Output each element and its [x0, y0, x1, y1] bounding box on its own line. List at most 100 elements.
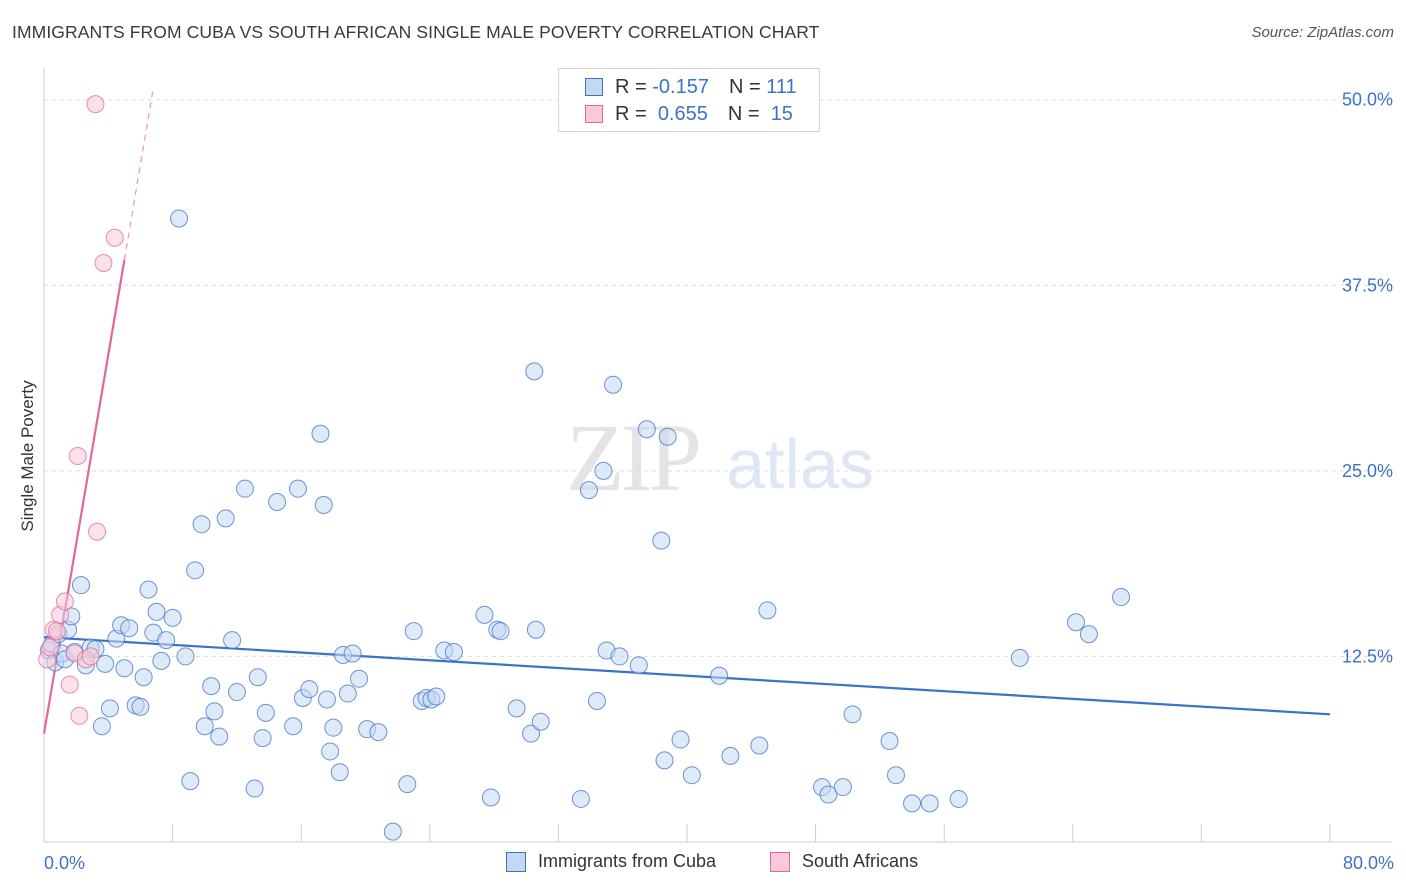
n-value: 15: [770, 102, 793, 125]
data-point-cuba: [330, 763, 349, 782]
data-point-cuba: [658, 427, 677, 446]
data-point-cuba: [594, 461, 613, 480]
data-point-cuba: [245, 779, 264, 798]
data-point-cuba: [311, 424, 330, 443]
data-point-cuba: [100, 699, 119, 718]
data-point-cuba: [202, 677, 221, 696]
data-point-cuba: [314, 495, 333, 514]
data-point-cuba: [120, 619, 139, 638]
data-point-cuba: [163, 608, 182, 627]
trend-line-cuba: [43, 636, 1331, 716]
data-point-cuba: [750, 736, 769, 755]
trend-line-south-african-extension: [123, 87, 154, 261]
data-point-cuba: [920, 794, 939, 813]
data-point-cuba: [343, 644, 362, 663]
n-label: N =: [727, 102, 760, 125]
y-tick-label: 25.0%: [1342, 461, 1393, 481]
data-point-cuba: [903, 794, 922, 813]
data-point-cuba: [682, 766, 701, 785]
watermark: ZIP atlas: [566, 404, 874, 511]
r-value: 0.655: [657, 102, 708, 125]
data-point-cuba: [181, 772, 200, 791]
data-point-cuba: [350, 669, 369, 688]
data-point-cuba: [268, 493, 287, 512]
r-value: -0.157: [652, 75, 709, 98]
data-point-cuba: [1079, 625, 1098, 644]
y-tick-label: 50.0%: [1342, 90, 1393, 110]
data-point-cuba: [491, 622, 510, 641]
legend-row-south-african: R = 0.655 N = 15: [585, 102, 793, 126]
data-point-cuba: [949, 789, 968, 808]
data-point-cuba: [610, 647, 629, 666]
data-point-cuba: [398, 775, 417, 794]
data-point-cuba: [721, 746, 740, 765]
data-points: [38, 95, 1131, 841]
y-tick-labels: 12.5% 25.0% 37.5% 50.0%: [1342, 90, 1393, 667]
data-point-cuba: [833, 778, 852, 797]
data-point-cuba: [338, 684, 357, 703]
source-credit: Source: ZipAtlas.com: [1251, 24, 1394, 41]
legend-swatch-cuba: [585, 78, 603, 96]
axes: [43, 68, 1392, 843]
data-point-cuba: [880, 732, 899, 751]
data-point-cuba: [427, 687, 446, 706]
data-point-south-african: [94, 254, 113, 272]
data-point-cuba: [671, 730, 690, 749]
data-point-cuba: [92, 717, 111, 736]
series-legend: Immigrants from Cuba South Africans: [0, 851, 1406, 877]
data-point-cuba: [284, 717, 303, 736]
data-point-cuba: [604, 375, 623, 394]
data-point-south-african: [47, 622, 66, 641]
data-point-cuba: [131, 697, 150, 716]
data-point-cuba: [300, 680, 319, 699]
data-point-cuba: [843, 705, 862, 724]
x-tick-label-min: 0.0%: [44, 853, 86, 873]
data-point-cuba: [1010, 648, 1029, 667]
legend-row-cuba: R = -0.157 N = 111: [585, 75, 797, 99]
data-point-cuba: [369, 723, 388, 742]
data-point-cuba: [223, 631, 242, 650]
data-point-cuba: [147, 602, 166, 621]
data-point-cuba: [96, 654, 115, 673]
data-point-cuba: [886, 766, 905, 785]
grid-lines: [44, 99, 1392, 657]
legend-label-cuba: Immigrants from Cuba: [538, 851, 717, 871]
data-point-cuba: [253, 729, 272, 748]
data-point-cuba: [205, 702, 224, 721]
data-point-cuba: [444, 642, 463, 661]
data-point-cuba: [195, 717, 214, 736]
watermark-atlas: atlas: [726, 425, 874, 503]
data-point-cuba: [383, 822, 402, 841]
data-point-cuba: [157, 631, 176, 650]
chart-title: IMMIGRANTS FROM CUBA VS SOUTH AFRICAN SI…: [12, 22, 820, 42]
data-point-cuba: [587, 691, 606, 710]
legend-label-south-african: South Africans: [802, 851, 919, 871]
data-point-cuba: [522, 724, 541, 743]
r-label: R =: [615, 102, 647, 125]
data-point-cuba: [637, 420, 656, 439]
data-point-cuba: [629, 656, 648, 675]
y-tick-label: 12.5%: [1342, 646, 1393, 666]
data-point-south-african: [60, 675, 79, 694]
data-point-cuba: [652, 531, 671, 550]
data-point-cuba: [1067, 613, 1086, 632]
correlation-legend: R = -0.157 N = 111 R = 0.655 N = 15: [558, 68, 820, 132]
data-point-cuba: [186, 561, 205, 580]
data-point-cuba: [317, 690, 336, 709]
data-point-cuba: [152, 651, 171, 670]
data-point-cuba: [248, 668, 267, 687]
data-point-cuba: [227, 683, 246, 702]
data-point-cuba: [134, 668, 153, 687]
data-point-south-african: [70, 706, 89, 725]
data-point-cuba: [216, 509, 235, 528]
data-point-south-african: [68, 447, 87, 465]
data-point-south-african: [81, 647, 100, 666]
data-point-cuba: [475, 605, 494, 624]
data-point-cuba: [655, 751, 674, 770]
data-point-cuba: [579, 481, 598, 500]
legend-item-south-african: South Africans: [770, 851, 918, 872]
data-point-cuba: [235, 479, 254, 498]
data-point-cuba: [819, 785, 838, 804]
data-point-cuba: [758, 601, 777, 620]
legend-swatch-cuba: [506, 851, 526, 872]
